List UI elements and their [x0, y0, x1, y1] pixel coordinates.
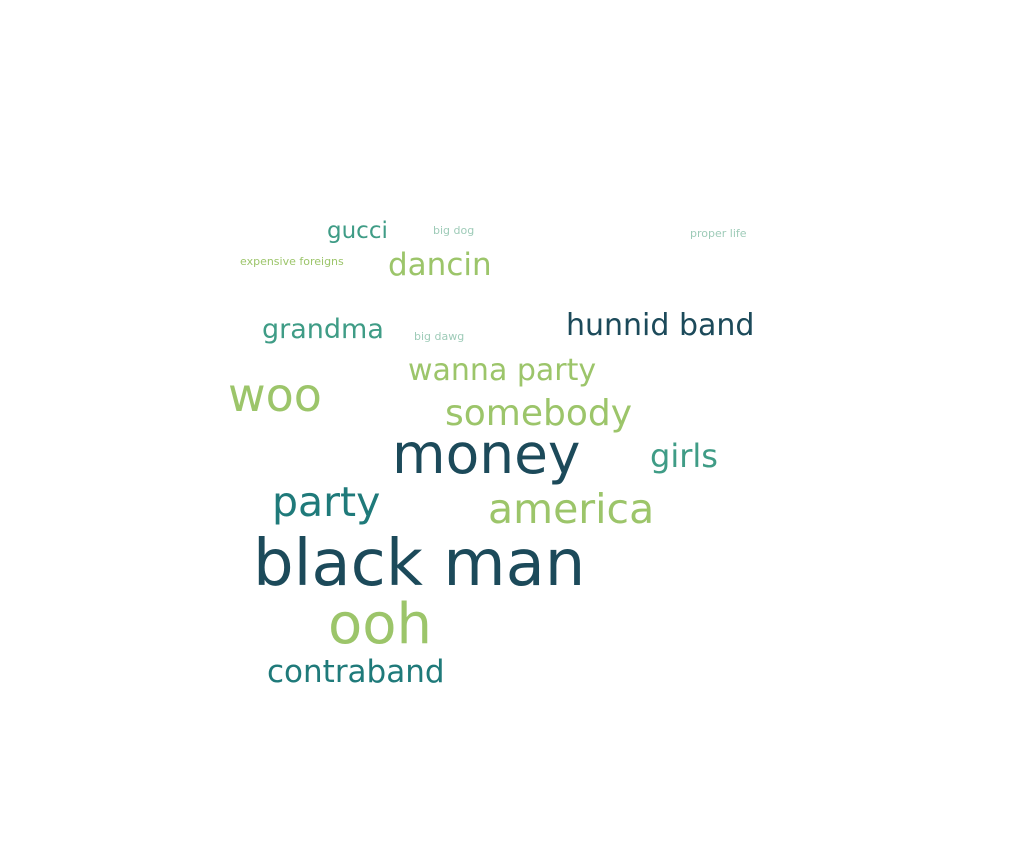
word-gucci: gucci — [327, 218, 388, 244]
word-somebody: somebody — [445, 393, 633, 434]
word-ooh: ooh — [328, 592, 433, 657]
word-america: america — [488, 485, 655, 533]
word-big-dawg: big dawg — [414, 330, 465, 343]
word-woo: woo — [228, 368, 322, 422]
word-proper-life: proper life — [690, 227, 747, 240]
word-expensive-foreigns: expensive foreigns — [240, 255, 344, 268]
word-party: party — [272, 478, 381, 526]
word-money: money — [392, 422, 581, 486]
word-black-man: black man — [253, 527, 586, 601]
word-grandma: grandma — [262, 314, 384, 345]
word-dancin: dancin — [388, 247, 492, 283]
word-girls: girls — [650, 437, 718, 475]
word-contraband: contraband — [267, 654, 445, 690]
word-big-dog: big dog — [433, 224, 475, 237]
word-wanna-party: wanna party — [408, 353, 597, 388]
word-hunnid-band: hunnid band — [566, 308, 755, 343]
